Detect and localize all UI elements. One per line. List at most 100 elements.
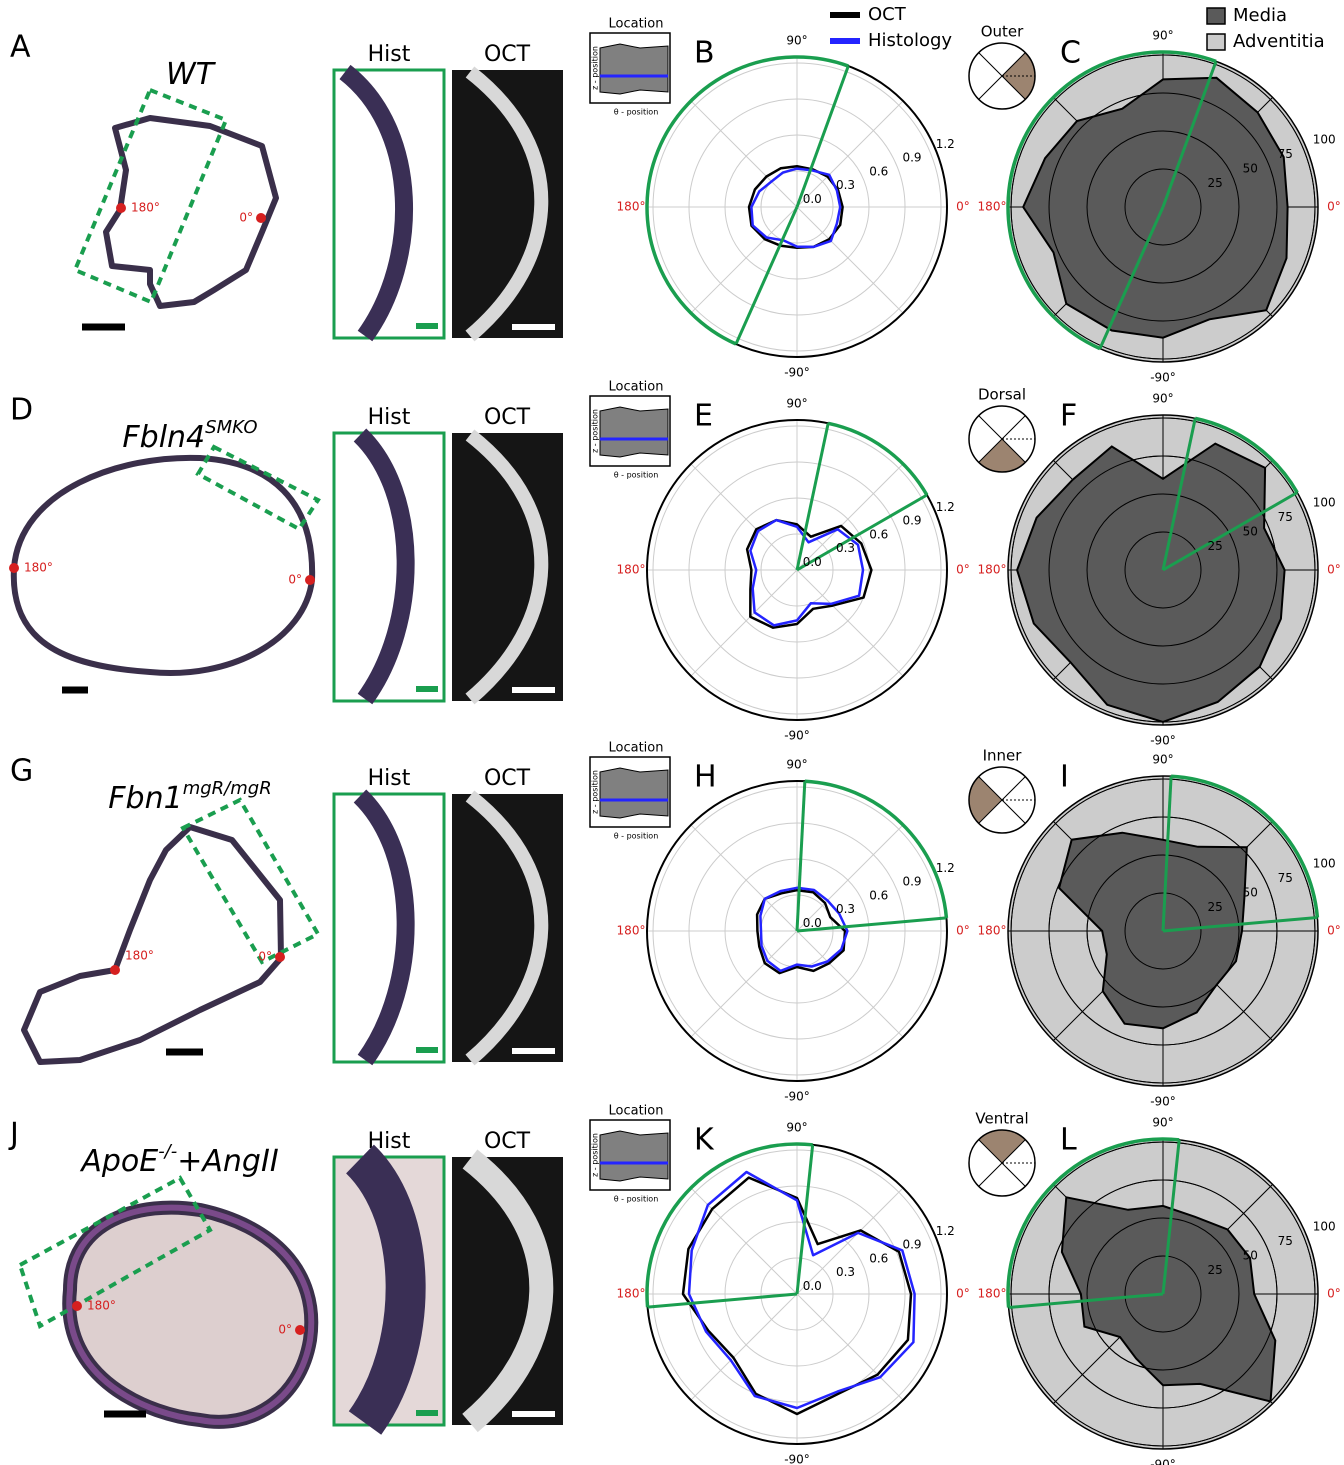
angle-dot xyxy=(72,1301,82,1311)
angle-label: 180° xyxy=(617,200,646,214)
grid-ring xyxy=(1124,1255,1202,1333)
grid-ring xyxy=(1124,531,1202,609)
location-title: Location xyxy=(609,380,664,395)
sector-arc xyxy=(645,1142,813,1308)
grid-ring xyxy=(1086,1217,1240,1371)
angle-label: -90° xyxy=(784,366,810,380)
sector-arc xyxy=(827,421,929,496)
angle-label: 0° xyxy=(278,1323,292,1337)
angle-dot xyxy=(110,965,120,975)
genotype-name: ApoE xyxy=(79,1144,158,1179)
orientation-wedge xyxy=(969,776,1002,824)
grid-ring xyxy=(1007,775,1319,1087)
grid-ring xyxy=(1048,1179,1278,1409)
sector-arc xyxy=(1171,774,1320,918)
r-tick-label: 1.2 xyxy=(936,500,955,514)
grid-spoke xyxy=(796,824,904,932)
sector-edge xyxy=(795,781,807,932)
r-tick-label: 0.9 xyxy=(902,151,921,165)
r-tick-label: 75 xyxy=(1278,147,1293,161)
oct-wall xyxy=(465,66,549,342)
r-tick-label: 50 xyxy=(1243,161,1258,175)
grid-spoke xyxy=(690,824,798,932)
angle-label: 90° xyxy=(786,397,807,411)
angle-label: -90° xyxy=(1150,1458,1176,1465)
grid-spoke xyxy=(796,100,904,208)
oct-wall xyxy=(462,1149,554,1433)
orientation-label: Inner xyxy=(983,747,1023,765)
r-tick-label: 0.9 xyxy=(902,875,921,889)
orientation-label: Outer xyxy=(981,23,1024,41)
location-band xyxy=(599,43,669,95)
location-band xyxy=(599,1130,669,1182)
angle-label: 180° xyxy=(978,1287,1007,1301)
media-area xyxy=(1057,831,1248,1030)
oct-label: OCT xyxy=(484,405,531,430)
angle-label: -90° xyxy=(1150,371,1176,385)
grid-spoke xyxy=(796,930,904,1038)
oct-wall xyxy=(465,429,549,705)
panel-letter: H xyxy=(694,760,717,795)
genotype: ApoE-/-+AngII xyxy=(79,1141,279,1179)
angle-label: 0° xyxy=(956,563,970,577)
sector-edge xyxy=(1098,206,1165,350)
legend-label: OCT xyxy=(868,4,907,25)
z-label: z - position xyxy=(591,46,600,90)
genotype-sup: mgR/mgR xyxy=(183,778,272,799)
sector-arc xyxy=(645,55,849,346)
sector-edge xyxy=(795,422,830,571)
angle-label: 0° xyxy=(1327,200,1341,214)
tissue-section xyxy=(10,454,316,676)
histology-line xyxy=(749,518,865,627)
angle-label: 0° xyxy=(1327,563,1341,577)
theta-label: θ - position xyxy=(614,108,659,117)
angle-dot xyxy=(9,563,19,573)
grid-spoke xyxy=(796,206,904,314)
orientation-label: Dorsal xyxy=(978,386,1026,404)
r-tick-label: 50 xyxy=(1243,885,1258,899)
grid-spoke xyxy=(796,569,904,677)
legend-swatch xyxy=(1206,33,1226,51)
panel-letter: F xyxy=(1060,399,1077,434)
z-label: z - position xyxy=(591,409,600,453)
media-area xyxy=(1060,1196,1277,1403)
panel-letter: B xyxy=(694,36,715,71)
r-tick-label: 0.9 xyxy=(902,514,921,528)
angle-label: 0° xyxy=(258,950,272,964)
roi-box xyxy=(17,1175,213,1329)
grid-ring xyxy=(1007,414,1319,726)
angle-label: 180° xyxy=(617,563,646,577)
r-tick-label: 50 xyxy=(1243,524,1258,538)
roi-box xyxy=(72,87,229,305)
angle-label: 90° xyxy=(1152,1116,1173,1130)
oct-wall xyxy=(465,790,549,1066)
grid-ring xyxy=(1048,816,1278,1046)
angle-label: 180° xyxy=(131,201,160,215)
angle-label: -90° xyxy=(784,1090,810,1104)
tissue-section xyxy=(21,824,284,1065)
r-tick-label: 0.6 xyxy=(869,1251,888,1265)
sector-edge xyxy=(1161,1139,1181,1295)
r-tick-label: 1.2 xyxy=(936,861,955,875)
location-band xyxy=(599,406,669,458)
grid-spoke xyxy=(690,1187,798,1295)
genotype-name: Fbln4 xyxy=(122,420,205,455)
outer-ring xyxy=(646,419,948,721)
angle-label: -90° xyxy=(1150,734,1176,748)
angle-label: 0° xyxy=(1327,1287,1341,1301)
sector-edge xyxy=(1161,776,1173,932)
grid-ring xyxy=(1010,1141,1316,1447)
legend-label: Media xyxy=(1233,5,1287,26)
grid-ring xyxy=(1010,54,1316,360)
angle-label: 90° xyxy=(1152,753,1173,767)
grid-spoke xyxy=(690,100,798,208)
media-area xyxy=(1022,76,1289,339)
histology-line xyxy=(750,167,842,249)
genotype: Fbn1mgR/mgR xyxy=(108,778,271,816)
angle-label: 0° xyxy=(1327,924,1341,938)
genotype-name: WT xyxy=(166,57,217,92)
grid-spoke xyxy=(690,206,798,314)
grid-spoke xyxy=(796,1187,904,1295)
hist-label: Hist xyxy=(368,405,411,430)
histology-line xyxy=(687,1170,916,1410)
